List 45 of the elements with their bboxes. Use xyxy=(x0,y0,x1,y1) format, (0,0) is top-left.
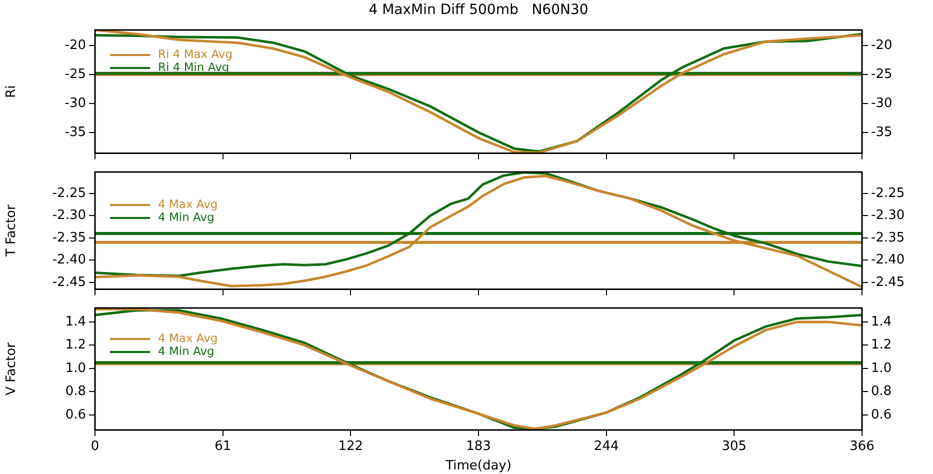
y2-tick-label: 1.2 xyxy=(871,338,892,353)
legend-label: 4 Min Avg xyxy=(157,344,214,358)
x-tick-label: 305 xyxy=(722,439,747,454)
y2-tick-label: -25 xyxy=(871,66,892,82)
y-tick-label: 0.8 xyxy=(65,384,86,400)
y2-tick-label: -2.25 xyxy=(871,186,905,201)
legend-label: Ri 4 Max Avg xyxy=(157,47,234,61)
y-tick-label: 1.4 xyxy=(65,314,86,330)
y2-tick-label: -20 xyxy=(871,38,892,53)
y2-tick-label: -30 xyxy=(871,96,892,111)
x-tick-label: 61 xyxy=(214,439,232,454)
x-tick-label: 122 xyxy=(338,439,364,454)
y-tick-label: -2.25 xyxy=(52,186,86,201)
y-axis-title: Ri xyxy=(4,85,20,98)
y2-tick-label: -35 xyxy=(871,124,892,140)
x-tick-label: 0 xyxy=(90,439,100,454)
x-tick-label: 366 xyxy=(850,439,874,454)
x-tick-label: 183 xyxy=(466,439,491,454)
y-axis-title: T Factor xyxy=(4,204,20,258)
y2-tick-label: 0.6 xyxy=(871,407,892,422)
y-axis-title: V Factor xyxy=(4,342,20,396)
y2-tick-label: -2.40 xyxy=(871,252,905,268)
y-tick-label: -25 xyxy=(64,66,86,82)
y2-tick-label: -2.35 xyxy=(871,230,905,246)
y2-tick-label: 0.8 xyxy=(871,384,892,400)
x-tick-label: 244 xyxy=(594,439,619,454)
y2-tick-label: 1.0 xyxy=(871,360,892,376)
y-tick-label: 1.2 xyxy=(65,338,86,353)
y-tick-label: -35 xyxy=(64,124,86,140)
legend-label: 4 Min Avg xyxy=(157,210,214,224)
y-tick-label: -2.45 xyxy=(52,274,86,290)
y2-tick-label: 1.4 xyxy=(871,314,892,330)
y2-tick-label: -2.45 xyxy=(871,274,905,290)
y2-tick-label: -2.30 xyxy=(871,208,905,224)
x-axis-title: Time(day) xyxy=(444,458,512,474)
legend-label: 4 Max Avg xyxy=(157,331,219,345)
y-tick-label: -20 xyxy=(64,38,86,53)
y-tick-label: -30 xyxy=(64,96,86,111)
y-tick-label: 1.0 xyxy=(65,360,86,376)
y-tick-label: -2.35 xyxy=(52,230,86,246)
y-tick-label: -2.40 xyxy=(52,252,86,268)
y-tick-label: 0.6 xyxy=(65,407,86,422)
chart-title: 4 MaxMin Diff 500mb N60N30 xyxy=(368,2,590,18)
y-tick-label: -2.30 xyxy=(52,208,86,224)
legend-label: 4 Max Avg xyxy=(157,197,219,211)
